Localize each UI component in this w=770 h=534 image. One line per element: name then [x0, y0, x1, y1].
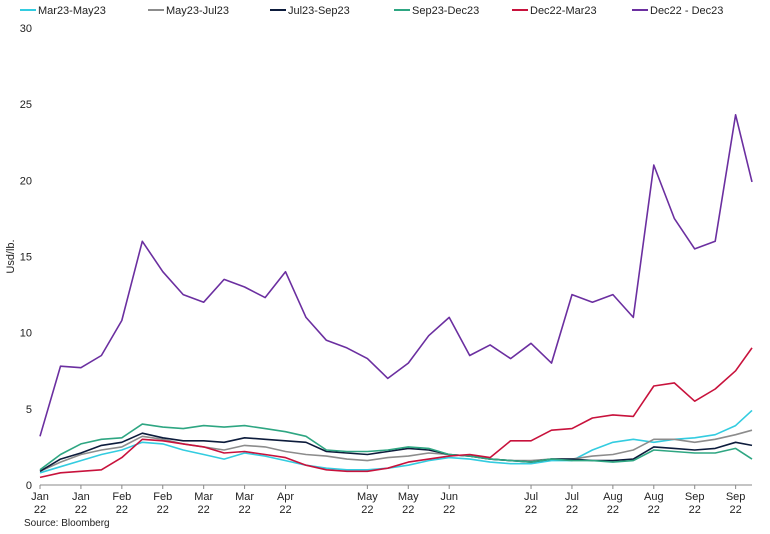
x-tick-year: 22	[443, 504, 455, 516]
x-tick-label: Mar	[194, 491, 213, 503]
x-tick-year: 22	[116, 504, 128, 516]
x-tick-label: Aug	[603, 491, 623, 503]
legend-label: Sep23-Dec23	[412, 5, 479, 17]
x-tick-label: Feb	[153, 491, 172, 503]
x-tick-label: May	[357, 491, 378, 503]
x-tick-label: Apr	[277, 491, 294, 503]
series-line-3	[39, 432, 753, 472]
x-tick-label: Feb	[112, 491, 131, 503]
x-tick-label: Sep	[685, 491, 705, 503]
legend-label: May23-Jul23	[166, 5, 229, 17]
legend-label: Dec22 - Dec23	[650, 5, 723, 17]
source-note: Source: Bloomberg	[24, 518, 110, 529]
x-tick-label: Jan	[31, 491, 49, 503]
series-line-6	[39, 114, 753, 437]
y-tick-label: 20	[20, 175, 32, 187]
x-tick-year: 22	[525, 504, 537, 516]
legend-label: Mar23-May23	[38, 5, 106, 17]
y-tick-label: 15	[20, 252, 32, 264]
x-tick-label: Jan	[72, 491, 90, 503]
x-tick-year: 22	[689, 504, 701, 516]
x-tick-year: 22	[402, 504, 414, 516]
x-tick-year: 22	[607, 504, 619, 516]
y-axis-label: Usd/lb.	[5, 239, 17, 273]
x-tick-label: Sep	[726, 491, 746, 503]
x-tick-year: 22	[34, 504, 46, 516]
x-tick-year: 22	[198, 504, 210, 516]
x-tick-year: 22	[238, 504, 250, 516]
y-axis: 0 5 10 15 20 25 30	[20, 23, 32, 492]
x-tick-label: Jun	[440, 491, 458, 503]
y-tick-label: 5	[26, 404, 32, 416]
x-tick-year: 22	[157, 504, 169, 516]
legend-label: Dec22-Mar23	[530, 5, 597, 17]
y-tick-label: 0	[26, 480, 32, 492]
x-tick-year: 22	[648, 504, 660, 516]
x-tick-year: 22	[361, 504, 373, 516]
series-line-1	[39, 409, 753, 474]
plot-area	[39, 114, 753, 479]
x-tick-year: 22	[566, 504, 578, 516]
x-tick-label: May	[398, 491, 419, 503]
series-line-5	[39, 347, 753, 479]
series-line-2	[39, 429, 753, 473]
x-tick-year: 22	[279, 504, 291, 516]
x-axis: Jan22Jan22Feb22Feb22Mar22Mar22Apr22May22…	[31, 484, 752, 516]
legend: Mar23-May23 May23-Jul23 Jul23-Sep23 Sep23-D…	[20, 5, 723, 17]
legend-label: Jul23-Sep23	[288, 5, 350, 17]
y-tick-label: 25	[20, 99, 32, 111]
x-tick-label: Jul	[565, 491, 579, 503]
x-tick-label: Jul	[524, 491, 538, 503]
x-tick-year: 22	[75, 504, 87, 516]
series-line-4	[39, 423, 753, 471]
x-tick-label: Aug	[644, 491, 664, 503]
y-tick-label: 10	[20, 328, 32, 340]
x-tick-year: 22	[730, 504, 742, 516]
y-tick-label: 30	[20, 23, 32, 35]
x-tick-label: Mar	[235, 491, 254, 503]
